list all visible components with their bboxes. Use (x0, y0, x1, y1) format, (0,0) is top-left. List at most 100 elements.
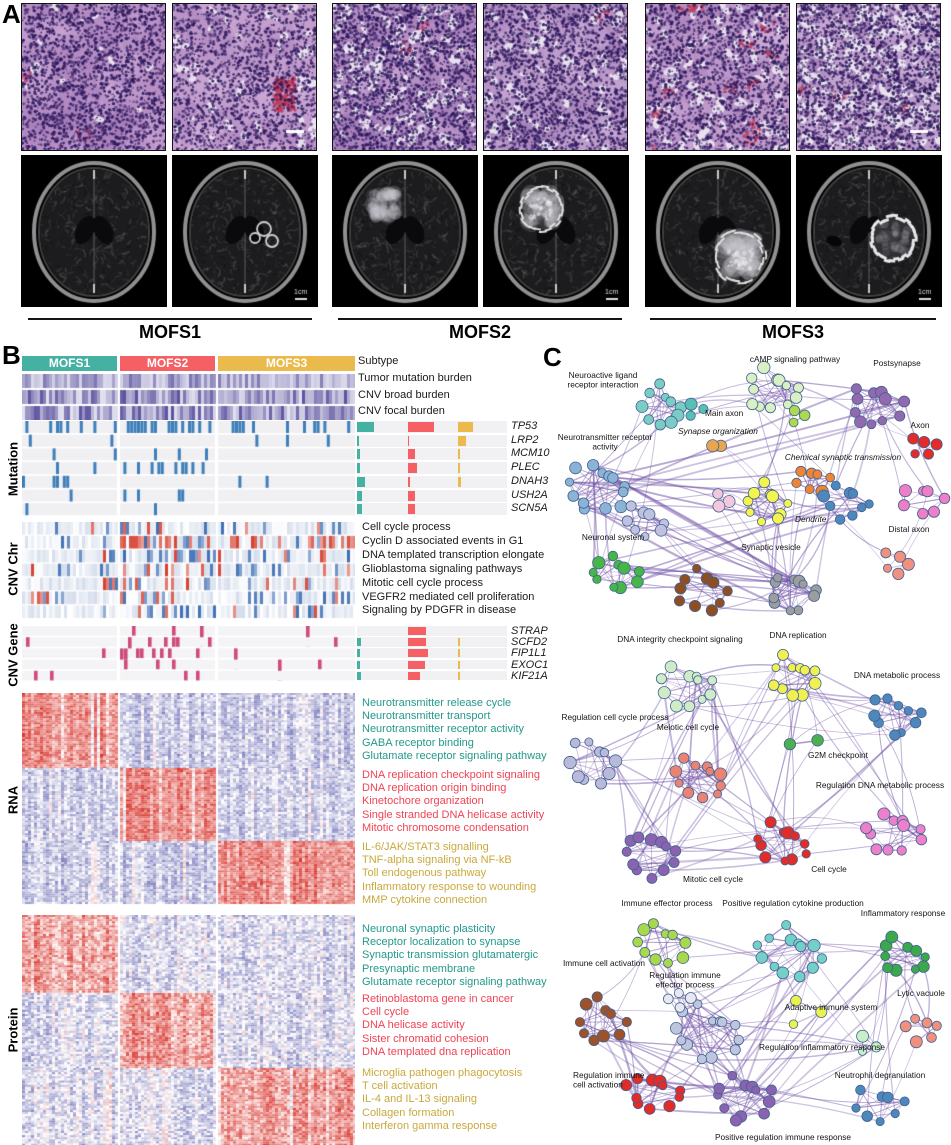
network-node (696, 1054, 707, 1065)
network-node (870, 843, 883, 856)
network-node (639, 947, 651, 958)
network-node (889, 729, 901, 741)
network-node (767, 679, 780, 691)
network-node (609, 754, 623, 768)
track-label: CNV focal burden (358, 405, 445, 417)
network-node (851, 1103, 861, 1113)
freq-bar (357, 476, 365, 487)
network-node (856, 1029, 870, 1043)
network-node (714, 597, 725, 608)
network-node (830, 480, 841, 491)
cluster-label: Synaptic vesicle (741, 542, 801, 552)
mri-canvas (645, 155, 791, 307)
network-node (766, 489, 780, 503)
network-node (851, 393, 864, 405)
freq-bar (357, 422, 374, 432)
network-node (643, 508, 656, 521)
network-node (781, 920, 792, 931)
network-node (899, 1096, 910, 1107)
network-node (673, 988, 684, 999)
network-node (817, 489, 831, 503)
network-node (654, 378, 666, 390)
track-label: Tumor mutation burden (358, 372, 472, 384)
network-node (901, 557, 915, 571)
cnv-chr-pathway-label: Glioblastoma signaling pathways (362, 562, 523, 575)
cluster-label: Meiotic cell cycle (657, 722, 720, 732)
rna-signature-label: Neurotransmitter transport (362, 710, 491, 723)
histology-image (796, 3, 941, 151)
network-node (722, 585, 733, 597)
histology-image (483, 3, 628, 151)
network-node (579, 997, 593, 1011)
cluster-label: DNA integrity checkpoint signaling (617, 634, 743, 644)
network-node (746, 398, 759, 411)
freq-bar (408, 504, 415, 515)
cluster-label: cAMP signaling pathway (750, 354, 841, 364)
network-node (586, 459, 600, 472)
network-node (683, 700, 696, 713)
network-node (733, 1034, 744, 1046)
rna-signature-label: Single stranded DNA helicase activity (362, 808, 545, 821)
network-node (569, 461, 582, 475)
rna-signature-label: Neurotransmitter release cycle (362, 697, 512, 709)
freq-bar (408, 449, 415, 460)
network-node (897, 499, 910, 512)
network-node (707, 576, 720, 589)
freq-bar (458, 638, 460, 647)
network-2: Immune effector process Positive regulati… (563, 898, 946, 1142)
track-label: CNV broad burden (358, 389, 450, 401)
network-node (789, 391, 803, 404)
freq-bar (458, 463, 460, 474)
network-node (564, 477, 574, 487)
network-node (707, 675, 718, 686)
histology-canvas (333, 4, 476, 150)
cnv-gene-label: EXOC1 (511, 658, 549, 671)
cluster-label: Axon (911, 420, 930, 430)
network-node (705, 1051, 718, 1064)
protein-signature-label: T cell activation (362, 1080, 438, 1093)
network-node (679, 936, 692, 949)
network-node (880, 547, 892, 559)
network-node (766, 1084, 777, 1096)
network-node (729, 1114, 743, 1127)
cluster-label: Mitotic cell cycle (683, 874, 743, 884)
network-node (909, 1035, 923, 1049)
rna-signature-label: DNA replication origin binding (362, 782, 507, 795)
rna-signature-label: DNA replication checkpoint signaling (362, 769, 540, 781)
freq-bar (408, 660, 425, 669)
network-node (857, 1046, 867, 1056)
group-label-mofs1: MOFS1 (138, 322, 201, 342)
network-node (727, 1070, 738, 1081)
cnv-chr-pathway-label: Cell cycle process (362, 521, 451, 533)
network-node (815, 1005, 828, 1018)
network-node (673, 595, 685, 607)
network-node (799, 839, 810, 849)
track-label: Subtype (358, 355, 399, 367)
network-node (704, 688, 717, 701)
section-label-protein: Protein (5, 1007, 21, 1053)
mutation-bar-row (357, 489, 507, 502)
network-node (617, 486, 629, 498)
mutation-bar-row (357, 448, 507, 461)
group-label-mofs3: MOFS3 (761, 322, 824, 342)
network-node (877, 415, 888, 426)
network-node (804, 484, 815, 495)
network-node (644, 387, 655, 399)
network-node (563, 755, 577, 770)
network-node (663, 993, 674, 1005)
protein-signature-label: DNA templated dna replication (362, 1045, 511, 1058)
network-node (584, 737, 594, 747)
burden-heatmap (22, 374, 355, 420)
network-node (646, 872, 658, 884)
network-node (595, 777, 608, 790)
network-node (910, 945, 923, 957)
network-node (915, 824, 926, 835)
network-node (655, 673, 667, 685)
network-node (609, 582, 619, 592)
mutation-gene-label: DNAH3 (511, 474, 549, 487)
network-node (790, 831, 800, 841)
protein-heatmap (22, 915, 355, 1145)
network-node (917, 507, 929, 520)
network-node (850, 383, 862, 395)
histology-canvas (797, 4, 940, 150)
